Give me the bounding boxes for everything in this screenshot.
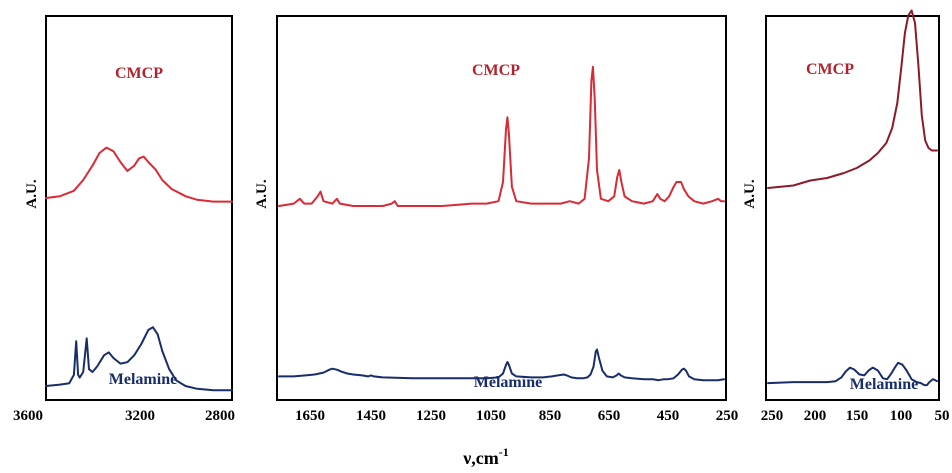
shared-xlabel-text: ν,cm: [462, 448, 499, 468]
spectrum-line-melamine: [767, 361, 938, 387]
spectrum-line-cmcp: [45, 146, 233, 203]
x-tick-label: 100: [890, 408, 913, 424]
spectrum-line-melamine: [45, 326, 233, 392]
panel-right-melamine-label: Melamine: [850, 376, 918, 393]
x-tick-label: 650: [598, 408, 621, 424]
x-tick-label: 850: [539, 408, 562, 424]
panel-center-series: [278, 65, 725, 382]
panel-left-ticks: 3600 3200 2800: [13, 408, 235, 424]
x-tick-label: 250: [716, 408, 739, 424]
panel-left-ylabel: A.U.: [24, 179, 40, 208]
panel-left-cmcp-label: CMCP: [115, 65, 163, 82]
x-tick-label: 150: [846, 408, 869, 424]
panel-right-frame: [765, 15, 940, 401]
panel-left: A.U. CMCP Melamine 3600 3200 2800: [13, 15, 235, 424]
spectrum-line-cmcp: [767, 9, 938, 189]
x-tick-label: 1650: [295, 408, 325, 424]
x-tick-label: 2800: [205, 408, 235, 424]
x-tick-label: 3600: [13, 408, 43, 424]
spectrum-line-cmcp: [278, 65, 725, 207]
panel-right: A.U. CMCP Melamine 250 200 150 100 50: [742, 9, 950, 424]
panel-right-series: [767, 9, 938, 387]
spectrum-line-melamine: [278, 348, 725, 382]
x-tick-label: 450: [657, 408, 680, 424]
panel-right-ylabel: A.U.: [742, 179, 758, 208]
panel-left-series: [45, 146, 233, 392]
panel-center-cmcp-label: CMCP: [472, 62, 520, 79]
panel-left-melamine-label: Melamine: [109, 371, 177, 388]
x-tick-label: 3200: [125, 408, 155, 424]
panel-center-ylabel: A.U.: [254, 179, 270, 208]
x-tick-label: 1050: [476, 408, 506, 424]
panel-center-ticks: 1650 1450 1250 1050 850 650 450 250: [295, 408, 738, 424]
panel-right-ticks: 250 200 150 100 50: [761, 408, 950, 424]
shared-xlabel-superscript: -1: [499, 445, 509, 459]
shared-xlabel: ν,cm-1: [462, 445, 509, 468]
x-tick-label: 1450: [356, 408, 386, 424]
x-tick-label: 50: [935, 408, 950, 424]
x-tick-label: 1250: [416, 408, 446, 424]
panel-left-frame: [45, 15, 233, 401]
x-tick-label: 200: [804, 408, 827, 424]
x-tick-label: 250: [761, 408, 784, 424]
panel-center: A.U. CMCP Melamine 1650 1450 1250 1050 850 65…: [254, 15, 738, 424]
panel-right-cmcp-label: CMCP: [806, 61, 854, 78]
panel-center-frame: [276, 15, 727, 401]
